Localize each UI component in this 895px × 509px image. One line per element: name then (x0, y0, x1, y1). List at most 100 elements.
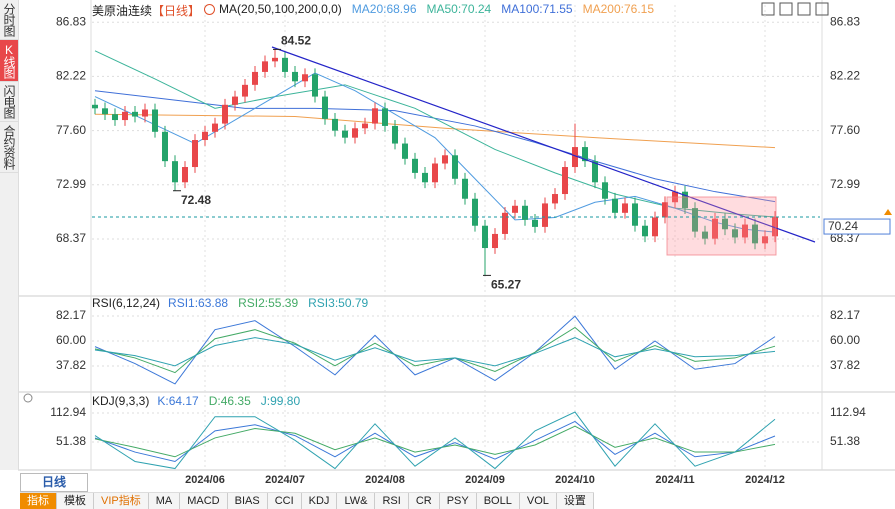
trend-line (271, 46, 816, 243)
legend-entry: D:46.35 (208, 394, 251, 408)
candle-body (582, 147, 588, 162)
price-arrow (884, 209, 892, 216)
panel-title: 美原油连续 (92, 4, 153, 18)
indicator-label: MA(20,50,100,200,0,0) (219, 2, 342, 16)
side-tab[interactable]: 合约资料 (0, 122, 18, 173)
side-tab[interactable]: K线图 (0, 40, 18, 82)
legend-entry: RSI3:50.79 (308, 296, 369, 310)
legend-entry: RSI2:55.39 (238, 296, 299, 310)
x-tick-label: 2024/09 (465, 474, 505, 486)
legend-entry: MA200:76.15 (582, 2, 654, 16)
indicator-toolbar: 指标 模板 VIP指标 MA MACD BIAS CCI KDJ LW& RSI CR PSY BOLL… (20, 492, 594, 509)
panel-header: 美原油连续 【日线】 MA(20,50,100,200,0,0) MA20:68.96… (92, 2, 664, 19)
toolbar-icons[interactable] (761, 2, 829, 16)
y-tick-label: 77.60 (56, 123, 86, 137)
toolbar-item[interactable]: KDJ (302, 493, 338, 509)
candle-body (492, 233, 498, 249)
indicator-line (94, 315, 776, 385)
ma-line (94, 113, 776, 149)
period-label: 【日线】 (152, 4, 201, 18)
y-tick-label-right: 68.37 (830, 231, 860, 245)
toolbar-item[interactable]: LW& (337, 493, 376, 509)
candle-body (692, 208, 698, 232)
price-annotation: 84.52 (281, 34, 311, 48)
legend-entry: MA20:68.96 (351, 2, 417, 16)
toolbar-item[interactable]: MACD (180, 493, 228, 509)
highlight-box (666, 196, 777, 256)
panel-header: RSI(6,12,24) RSI1:63.88 RSI2:55.39 RSI3:50.… (92, 296, 378, 310)
candle-body (522, 205, 528, 220)
candle-body (152, 109, 158, 132)
legend-entry: RSI1:63.88 (168, 296, 229, 310)
toolbar-item[interactable]: VOL (520, 493, 557, 509)
x-tick-label: 2024/06 (185, 474, 225, 486)
icon[interactable] (815, 2, 829, 16)
indicator-line (94, 425, 776, 458)
indicator-line (94, 411, 776, 470)
panel-title: KDJ(9,3,3) (92, 394, 150, 408)
toolbar-item[interactable]: 模板 (57, 493, 94, 509)
candle-body (642, 225, 648, 237)
candle-body (112, 114, 118, 121)
candle-body (652, 217, 658, 237)
x-tick-label: 2024/10 (555, 474, 595, 486)
candle-body (192, 140, 198, 168)
icon[interactable] (761, 2, 775, 16)
y-tick-label: 112.94 (50, 405, 86, 419)
toolbar-item[interactable]: VIP指标 (94, 493, 149, 509)
candle-body (532, 219, 538, 227)
candle-body (202, 131, 208, 141)
add-icon[interactable] (204, 4, 216, 15)
candle-body (632, 203, 638, 226)
candle-body (322, 96, 328, 119)
candle-body (462, 178, 468, 199)
candle-body (482, 225, 488, 249)
candle-body (302, 74, 308, 82)
ma-line (94, 90, 776, 203)
indicator-line (94, 420, 776, 463)
toolbar-item[interactable]: BIAS (228, 493, 268, 509)
toolbar-item[interactable]: CR (409, 493, 440, 509)
candle-body (622, 203, 628, 213)
legend-entry: MA50:70.24 (426, 2, 492, 16)
toolbar-item[interactable]: 设置 (557, 493, 594, 509)
toolbar-item[interactable]: MA (149, 493, 181, 509)
side-tab[interactable]: 闪电图 (0, 82, 18, 122)
candle-body (502, 212, 508, 234)
y-tick-label-right: 82.22 (830, 69, 860, 83)
x-tick-label: 2024/08 (365, 474, 405, 486)
candle-body (732, 229, 738, 238)
toolbar-item[interactable]: 指标 (20, 493, 57, 509)
candle-body (772, 217, 778, 237)
icon[interactable] (779, 2, 793, 16)
icon[interactable] (797, 2, 811, 16)
toolbar-item[interactable]: CCI (268, 493, 302, 509)
candle-body (762, 236, 768, 244)
indicator-line (94, 326, 776, 374)
toolbar-item[interactable]: PSY (440, 493, 477, 509)
candle-body (542, 203, 548, 227)
panel-title: RSI(6,12,24) (92, 296, 161, 310)
price-annotation: 65.27 (491, 278, 521, 292)
candle-body (342, 130, 348, 138)
y-tick-label-right: 82.17 (830, 308, 860, 322)
y-tick-label: 86.83 (56, 14, 86, 28)
candle-body (392, 125, 398, 144)
candle-body (682, 191, 688, 209)
candle-body (362, 123, 368, 129)
settings-icon[interactable] (23, 393, 33, 403)
candle-body (432, 163, 438, 183)
legend-entry: K:64.17 (157, 394, 199, 408)
side-tab[interactable]: 分时图 (0, 0, 18, 40)
toolbar-item[interactable]: RSI (375, 493, 409, 509)
candle-body (422, 172, 428, 183)
period-button[interactable]: 日线 (20, 473, 88, 492)
candle-body (182, 167, 188, 183)
y-tick-label-right: 51.38 (830, 434, 860, 448)
toolbar-item[interactable]: BOLL (477, 493, 520, 509)
candle-body (572, 147, 578, 168)
candle-body (612, 198, 618, 213)
y-tick-label-right: 72.99 (830, 177, 860, 191)
candle-body (92, 104, 98, 109)
